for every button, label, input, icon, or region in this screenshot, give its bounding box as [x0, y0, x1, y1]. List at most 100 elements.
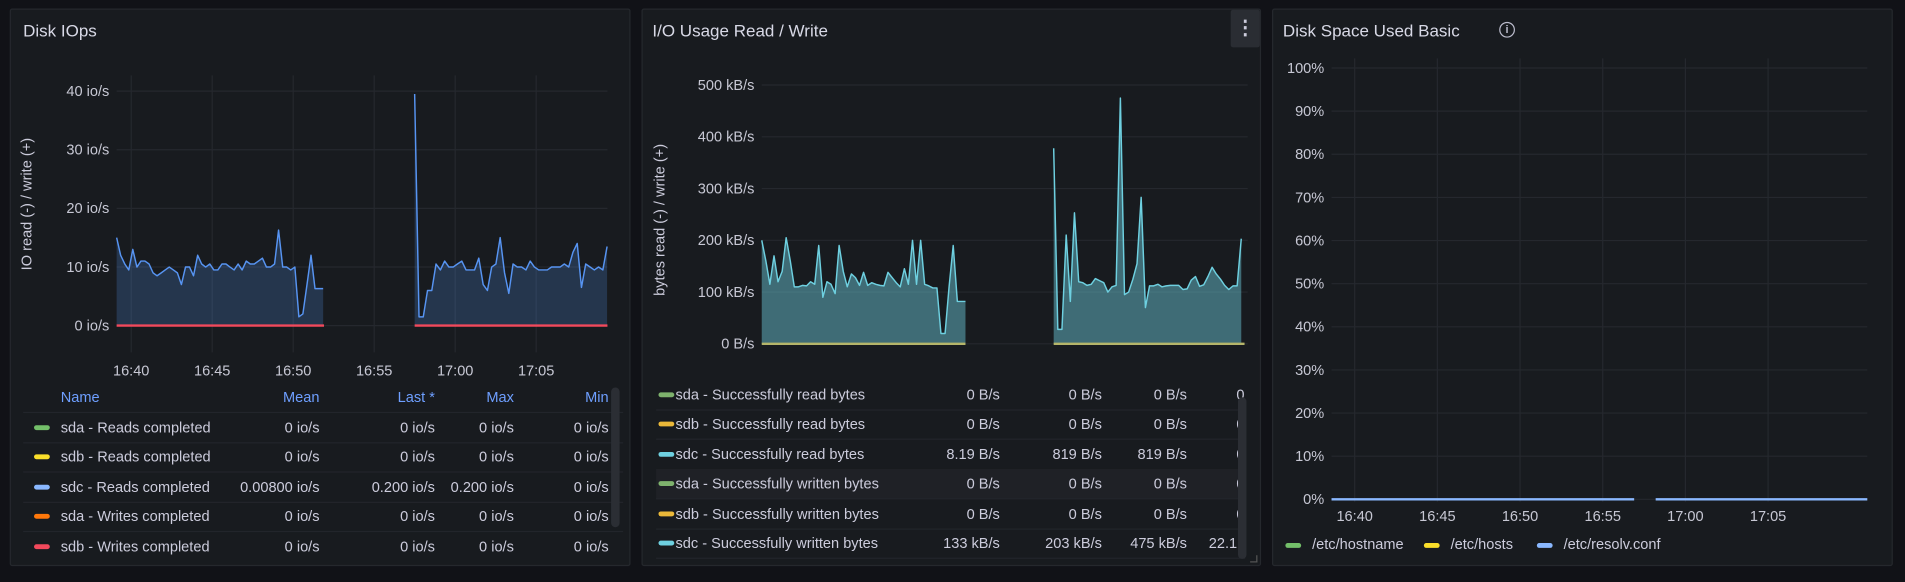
- series-color-swatch: [1423, 543, 1440, 548]
- legend-value: 0 B/s: [1153, 475, 1187, 493]
- legend-row[interactable]: sdb - Writes completed 0 io/s 0 io/s 0 io/s…: [23, 532, 623, 561]
- legend-value: 0 io/s: [479, 537, 514, 555]
- legend-value: 0 io/s: [573, 418, 609, 436]
- legend-value: 0 io/s: [400, 448, 435, 466]
- legend-value: 0.00800 io/s: [240, 478, 320, 496]
- legend-value: 0 io/s: [479, 418, 514, 436]
- legend-value: 0 io/s: [573, 478, 609, 496]
- legend-value: 0 B/s: [966, 386, 1000, 404]
- series-color-swatch: [658, 422, 675, 427]
- legend-row[interactable]: sda - Successfully written bytes 0 B/s 0 B…: [656, 469, 1246, 500]
- legend-column-header-min[interactable]: Min: [585, 388, 609, 406]
- legend-value: 0 B/s: [1160, 410, 1245, 439]
- series-color-swatch: [1285, 543, 1302, 548]
- legend-value: 0 B/s: [1236, 386, 1245, 404]
- panel-title: I/O Usage Read / Write: [652, 20, 828, 41]
- legend-value: 0 B/s: [1153, 415, 1187, 433]
- legend-row[interactable]: sdc - Successfully read bytes 8.19 B/s 819…: [656, 440, 1246, 470]
- panel-menu-button[interactable]: ⋮: [1230, 9, 1260, 48]
- legend-value: 0 B/s: [1068, 415, 1102, 433]
- legend-column-header-name[interactable]: Name: [60, 388, 100, 406]
- legend-value: 0 io/s: [400, 418, 435, 436]
- legend-header: Name Mean Last * Max Min: [23, 383, 624, 414]
- legend-series-name: sdb - Successfully written bytes: [675, 504, 879, 522]
- legend-value: 22.1 kB/s: [1208, 534, 1245, 552]
- legend-value: 0 io/s: [400, 507, 435, 525]
- series-color-swatch: [658, 481, 675, 487]
- series-color-swatch: [658, 451, 675, 457]
- legend-value: 203 kB/s: [1045, 534, 1102, 552]
- legend-series-name: sdc - Successfully written bytes: [675, 534, 879, 552]
- series-color-swatch: [658, 392, 675, 398]
- legend-value: 0 B/s: [966, 415, 1000, 433]
- legend-series-name: sdb - Writes completed: [60, 537, 210, 555]
- legend-value: 0 B/s: [1153, 504, 1187, 522]
- legend-table: sda - Successfully read bytes 0 B/s 0 B/s 0…: [656, 380, 1246, 560]
- series-color-swatch: [34, 454, 50, 460]
- legend-scrollbar[interactable]: [611, 387, 620, 528]
- legend-row[interactable]: sda - Reads completed 0 io/s 0 io/s 0 io/s 0…: [23, 412, 624, 443]
- series-color-swatch: [34, 424, 50, 430]
- legend-row[interactable]: sda - Successfully read bytes 0 B/s 0 B/s 0…: [656, 380, 1246, 411]
- legend-value: 0 B/s: [1068, 386, 1102, 404]
- legend-value: 0 B/s: [1153, 386, 1187, 404]
- legend-row[interactable]: sdc - Reads completed 0.00800 io/s 0.200 i…: [23, 472, 624, 503]
- legend-column-header-max[interactable]: Max: [486, 388, 514, 406]
- legend-value: 0 io/s: [284, 507, 320, 525]
- legend-series-name: sdc - Successfully read bytes: [675, 445, 865, 463]
- legend-value: 819 B/s: [1052, 445, 1102, 463]
- panel-io-usage: I/O Usage Read / Write ⋮ sda - Successfu…: [641, 8, 1262, 567]
- legend-table: Name Mean Last * Max Min sda - Reads complete…: [23, 383, 624, 561]
- panel-title: Disk Space Used Basic: [1282, 20, 1460, 41]
- more-vertical-icon: ⋮: [1235, 18, 1255, 39]
- legend-series-name: /etc/hostname: [1312, 535, 1404, 553]
- legend-value: 475 kB/s: [1130, 534, 1187, 552]
- legend-value: 0 B/s: [1160, 469, 1245, 498]
- legend-value: 0 io/s: [284, 418, 320, 436]
- legend-value: 0 B/s: [1068, 504, 1102, 522]
- legend-value: 133 kB/s: [943, 534, 1000, 552]
- legend-value: 0 io/s: [400, 537, 435, 555]
- series-color-swatch: [34, 484, 50, 489]
- info-circle-icon[interactable]: i: [1499, 21, 1515, 38]
- series-color-swatch: [658, 510, 675, 516]
- legend-series-name: sda - Writes completed: [60, 507, 210, 525]
- legend-value: 0 io/s: [284, 448, 320, 466]
- panel-disk-space: Disk Space Used Basic i: [1272, 8, 1893, 567]
- resize-handle[interactable]: [1250, 555, 1258, 563]
- legend-value: 0 io/s: [573, 507, 609, 525]
- legend-series-name: sda - Successfully written bytes: [675, 475, 879, 493]
- legend-series-name: sda - Successfully read bytes: [675, 386, 866, 404]
- legend-value: 0 io/s: [479, 448, 514, 466]
- series-color-swatch: [1536, 543, 1553, 548]
- series-color-swatch: [34, 543, 50, 549]
- legend-value: 0.200 io/s: [450, 478, 514, 496]
- panel-title: Disk IOps: [23, 20, 97, 41]
- legend-series-name: sdc - Reads completed: [60, 478, 210, 496]
- legend-value: 819 B/s: [1137, 445, 1187, 463]
- legend-value: 0 B/s: [1160, 440, 1245, 469]
- legend-row[interactable]: sdb - Successfully written bytes 0 B/s 0 B…: [656, 499, 1246, 530]
- legend-value: 0 io/s: [573, 537, 609, 555]
- y-axis-label: IO read (-) / write (+): [18, 137, 36, 271]
- legend-value: 0 io/s: [479, 507, 514, 525]
- legend-row[interactable]: sdc - Successfully written bytes 133 kB/s…: [656, 528, 1246, 559]
- legend-column-header-last[interactable]: Last *: [397, 388, 435, 406]
- legend-row[interactable]: sdb - Reads completed 0 io/s 0 io/s 0 io/s 0…: [23, 442, 624, 473]
- legend-row[interactable]: sda - Writes completed 0 io/s 0 io/s 0 io/s…: [23, 502, 624, 533]
- y-axis-label: bytes read (-) / write (+): [651, 143, 669, 296]
- legend-series-name: /etc/hosts: [1450, 535, 1513, 553]
- legend-series-name: sdb - Successfully read bytes: [675, 415, 866, 433]
- legend-value: 0 io/s: [284, 537, 320, 555]
- legend-series-name: sdb - Reads completed: [60, 448, 211, 466]
- legend-series-name: sda - Reads completed: [60, 418, 211, 436]
- legend-value: 0 B/s: [1068, 475, 1102, 493]
- series-color-swatch: [34, 513, 50, 519]
- legend-value: 0 B/s: [966, 475, 1000, 493]
- legend-value: 0.200 io/s: [371, 478, 435, 496]
- legend-scrollbar[interactable]: [1237, 397, 1247, 559]
- legend-column-header-mean[interactable]: Mean: [283, 388, 320, 406]
- legend-row[interactable]: sdb - Successfully read bytes 0 B/s 0 B/s 0…: [656, 410, 1246, 441]
- legend-value: 0 B/s: [1160, 499, 1245, 528]
